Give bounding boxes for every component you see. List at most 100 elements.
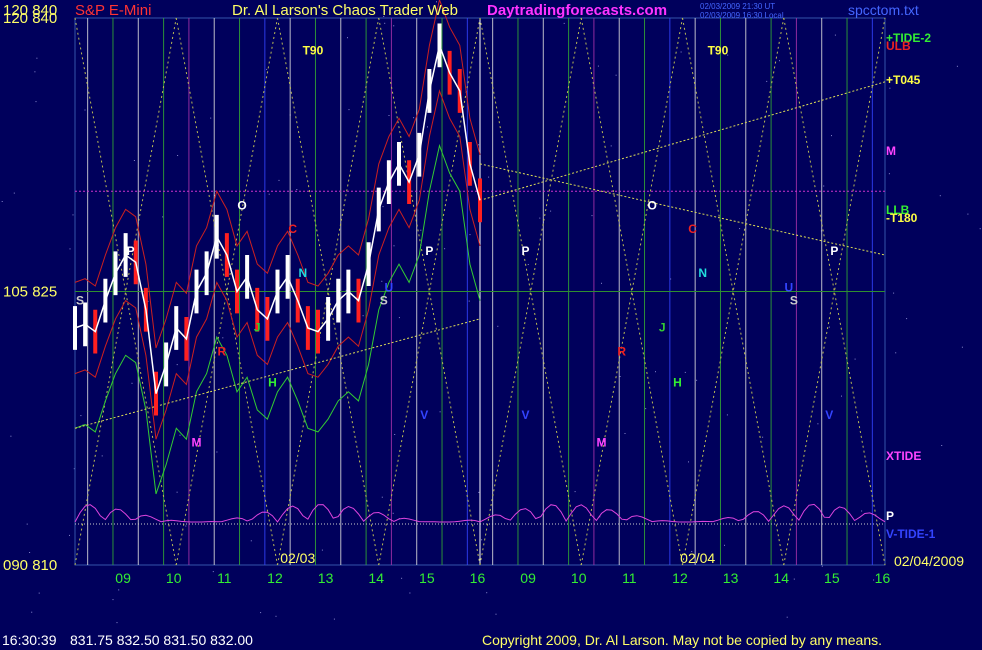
star <box>212 571 214 573</box>
star <box>906 318 908 320</box>
right-label: ULB <box>886 39 911 53</box>
star <box>282 554 284 556</box>
star <box>118 589 120 591</box>
star <box>779 60 780 62</box>
star <box>38 592 40 594</box>
star <box>619 376 621 377</box>
star <box>34 71 36 73</box>
marker-t90: T90 <box>303 43 324 57</box>
star <box>409 592 411 594</box>
marker-p: P <box>425 244 433 258</box>
star <box>468 300 470 302</box>
star <box>615 74 617 76</box>
yaxis-top-label: 120 840 <box>3 2 58 19</box>
chart-title: Dr. Al Larson's Chaos Trader Web <box>232 2 459 19</box>
x-tick-label: 10 <box>571 570 587 586</box>
marker-p: P <box>127 244 135 258</box>
marker-h: H <box>268 375 277 389</box>
upper-band-line <box>74 0 481 349</box>
footer-clock: 16:30:39 <box>2 632 57 648</box>
star <box>439 411 441 413</box>
star <box>597 65 599 67</box>
star <box>727 54 729 56</box>
star <box>362 315 364 317</box>
y-tick-label: 105 825 <box>3 284 57 301</box>
star <box>10 435 12 437</box>
star <box>841 395 842 397</box>
star <box>873 579 875 581</box>
lower-band-line <box>74 89 481 440</box>
star <box>401 577 403 579</box>
copyright: Copyright 2009, Dr. Al Larson. May not b… <box>482 632 883 648</box>
star <box>941 445 943 446</box>
right-label: LLB <box>886 203 910 217</box>
star <box>574 491 576 493</box>
right-label: P <box>886 509 894 523</box>
star <box>210 117 212 119</box>
right-label: +T045 <box>886 73 921 87</box>
star <box>854 358 856 360</box>
star <box>162 216 164 218</box>
star <box>486 592 488 594</box>
star <box>961 346 963 348</box>
star <box>444 248 446 250</box>
star <box>895 352 897 354</box>
axes: 120 840 105 825 090 810 09 10 11 12 13 14 15 16 09 1… <box>3 10 964 586</box>
star <box>288 231 290 233</box>
star <box>691 551 693 552</box>
site-name[interactable]: Daytradingforecasts.com <box>487 2 668 19</box>
star <box>979 228 981 230</box>
x-tick-label: 11 <box>622 570 637 586</box>
star <box>347 37 348 39</box>
star <box>528 576 530 578</box>
star <box>527 264 529 265</box>
star <box>179 434 181 436</box>
star <box>388 115 390 116</box>
star <box>563 22 565 24</box>
star <box>601 282 602 284</box>
x-tick-label: 14 <box>773 570 789 586</box>
star <box>831 135 832 137</box>
star <box>739 228 741 230</box>
star <box>481 539 483 541</box>
marker-u: U <box>385 281 394 295</box>
star <box>394 434 396 435</box>
star <box>526 246 528 248</box>
star <box>888 173 890 175</box>
star <box>393 25 395 27</box>
x-tick-label: 15 <box>419 570 435 586</box>
star <box>688 461 689 463</box>
star <box>726 414 728 416</box>
x-tick-label: 11 <box>217 570 232 586</box>
right-label: V-TIDE-1 <box>886 527 936 541</box>
x-tick-label: 16 <box>470 570 486 586</box>
marker-c: C <box>288 222 297 236</box>
star <box>766 80 768 82</box>
file-name: spcctom.txt <box>848 2 919 18</box>
marker-t90: T90 <box>708 43 729 57</box>
star <box>31 611 33 613</box>
star <box>72 214 74 216</box>
marker-u: U <box>784 281 793 295</box>
star <box>147 300 149 302</box>
star <box>133 160 135 161</box>
y-tick-label: 090 810 <box>3 557 57 574</box>
star <box>381 280 383 282</box>
right-label: +TIDE-2 <box>886 31 931 45</box>
right-label: -T180 <box>886 211 918 225</box>
x-tick-label: 14 <box>368 570 384 586</box>
star <box>495 613 497 615</box>
right-label: XTIDE <box>886 449 921 463</box>
star <box>680 51 682 53</box>
star <box>260 612 262 614</box>
star <box>266 68 268 70</box>
star <box>478 144 480 146</box>
star <box>823 185 825 187</box>
star <box>497 325 499 327</box>
star <box>821 565 823 567</box>
star <box>488 176 490 178</box>
